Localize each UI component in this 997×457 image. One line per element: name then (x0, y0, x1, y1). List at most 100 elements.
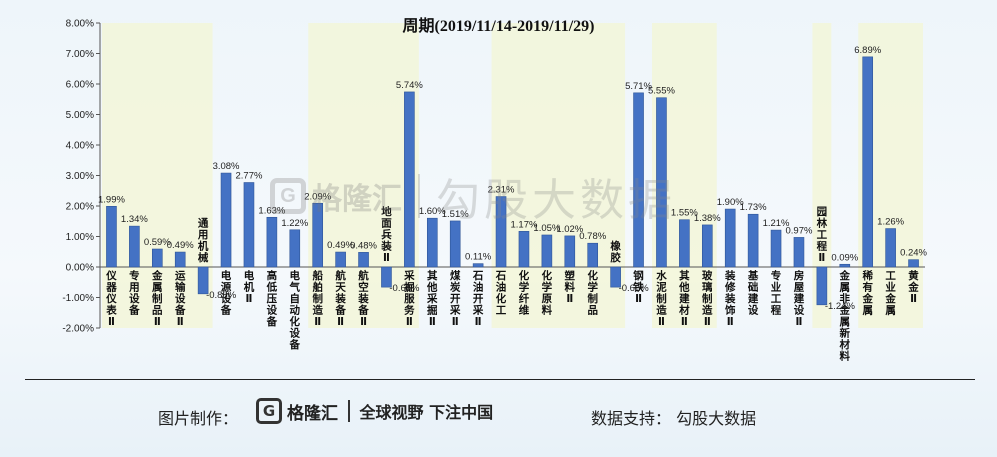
data-label: 5.71% (625, 81, 652, 92)
bar (495, 196, 507, 268)
data-label: -0.88% (206, 290, 237, 301)
category-label: 黄金 Ⅱ (907, 269, 919, 305)
category-label: 园林工程 Ⅱ (817, 206, 828, 264)
bar (862, 56, 874, 268)
bar (541, 234, 553, 268)
footer-maker-label: 图片制作： (158, 409, 239, 428)
category-label: 房屋建设 Ⅱ (793, 269, 805, 328)
watermark-right: 勾股大数据 (436, 176, 676, 225)
bar (312, 202, 324, 268)
data-label: 5.74% (396, 80, 423, 91)
data-label: 1.51% (442, 209, 469, 220)
bar (381, 266, 392, 288)
footer-slogan: 全球视野 下注中国 (359, 403, 494, 422)
footer-brand: G 格隆汇 全球视野 下注中国 (256, 398, 493, 424)
data-label: 1.55% (671, 208, 698, 219)
bar (220, 172, 232, 268)
category-label: 稀有金属 (861, 269, 873, 317)
y-tick-label: 1.00% (66, 232, 94, 243)
bar (770, 229, 782, 268)
category-label: 塑料 Ⅱ (565, 269, 576, 305)
category-label: 钢铁 Ⅱ (633, 269, 644, 305)
data-label: -0.66% (619, 283, 650, 294)
data-label: -0.66% (389, 283, 420, 294)
category-label: 金属制品 Ⅱ (151, 269, 163, 328)
bar (679, 219, 690, 268)
category-label: 其他建材 Ⅱ (678, 269, 690, 328)
y-tick-label: 3.00% (66, 171, 94, 182)
bar (472, 263, 484, 268)
category-label: 水泥制造 Ⅱ (655, 269, 667, 328)
y-tick-label: 0.00% (66, 263, 94, 274)
data-label: 5.55% (648, 86, 675, 97)
chart-title: 周期(2019/11/14-2019/11/29) (402, 18, 595, 35)
data-label: 1.17% (510, 219, 537, 230)
data-label: 0.09% (831, 252, 858, 263)
data-label: 0.11% (465, 252, 492, 263)
category-label: 仪器仪表 Ⅱ (105, 270, 117, 328)
y-tick-label: 5.00% (66, 110, 94, 121)
data-label: 1.73% (740, 202, 767, 213)
category-label: 其他采掘 Ⅱ (426, 269, 438, 328)
category-label: 地面兵装 Ⅱ (380, 205, 392, 264)
bar (129, 225, 140, 268)
bar (243, 182, 255, 268)
bar (426, 217, 438, 268)
category-label: 工业金属 (884, 270, 896, 317)
data-label: 1.21% (763, 218, 790, 229)
category-group-band (308, 23, 419, 328)
data-label: 1.22% (281, 218, 308, 229)
y-tick-label: -2.00% (62, 324, 94, 335)
y-tick-label: 2.00% (66, 202, 94, 213)
gelonghui-logo-icon: G (256, 398, 282, 424)
data-label: 2.31% (488, 185, 515, 196)
category-label: 运输设备 Ⅱ (174, 270, 186, 328)
bar (404, 91, 415, 268)
footer-logo-text: 格隆汇 (287, 403, 338, 424)
category-label: 电气自动化设备 (289, 269, 301, 351)
category-label: 航天装备 Ⅱ (334, 269, 346, 328)
bar (701, 224, 713, 268)
data-label: 0.78% (579, 231, 606, 242)
data-label: 1.02% (556, 224, 583, 235)
category-label: 通用机械 (197, 218, 209, 265)
category-label: 电源设备 (220, 269, 232, 317)
data-label: 0.49% (327, 240, 354, 251)
bar (518, 231, 530, 268)
category-label: 基础建设 (747, 269, 759, 317)
category-label: 船舶制造 Ⅱ (312, 269, 323, 328)
bar (289, 229, 301, 268)
watermark: G 格隆汇 勾股大数据 (270, 164, 676, 228)
bar (816, 266, 828, 306)
bar (610, 266, 621, 288)
y-tick-label: 8.00% (66, 19, 94, 30)
data-label: 2.09% (304, 191, 331, 202)
footer-data-source: 数据支持： 勾股大数据 (591, 409, 757, 428)
data-label: 1.34% (121, 214, 148, 225)
category-label: 高低压设备 (266, 269, 278, 328)
category-label: 石油化工 (495, 270, 507, 317)
category-group-band (491, 23, 626, 328)
data-label: 1.05% (533, 223, 560, 234)
bar (724, 208, 736, 268)
bar (266, 216, 278, 268)
category-label: 采掘服务 Ⅱ (403, 269, 415, 328)
bar (449, 220, 461, 268)
footer-logo-divider (348, 400, 350, 422)
bar (564, 235, 576, 268)
category-label: 专业工程 (771, 269, 782, 317)
data-label: 1.38% (694, 213, 721, 224)
category-label: 电机 Ⅱ (244, 269, 255, 305)
data-label: 3.08% (213, 161, 240, 172)
category-label: 装修装饰 Ⅱ (724, 269, 736, 328)
data-label: 2.77% (235, 171, 262, 182)
bar (839, 263, 851, 268)
category-group-band (102, 23, 213, 328)
category-label: 化学纤维 (519, 269, 530, 317)
data-label: 0.59% (144, 237, 171, 248)
bar (106, 206, 117, 268)
data-label: 6.89% (854, 45, 881, 56)
bar (197, 266, 209, 295)
bar (656, 97, 667, 268)
category-label: 玻璃制造 Ⅱ (702, 269, 713, 328)
